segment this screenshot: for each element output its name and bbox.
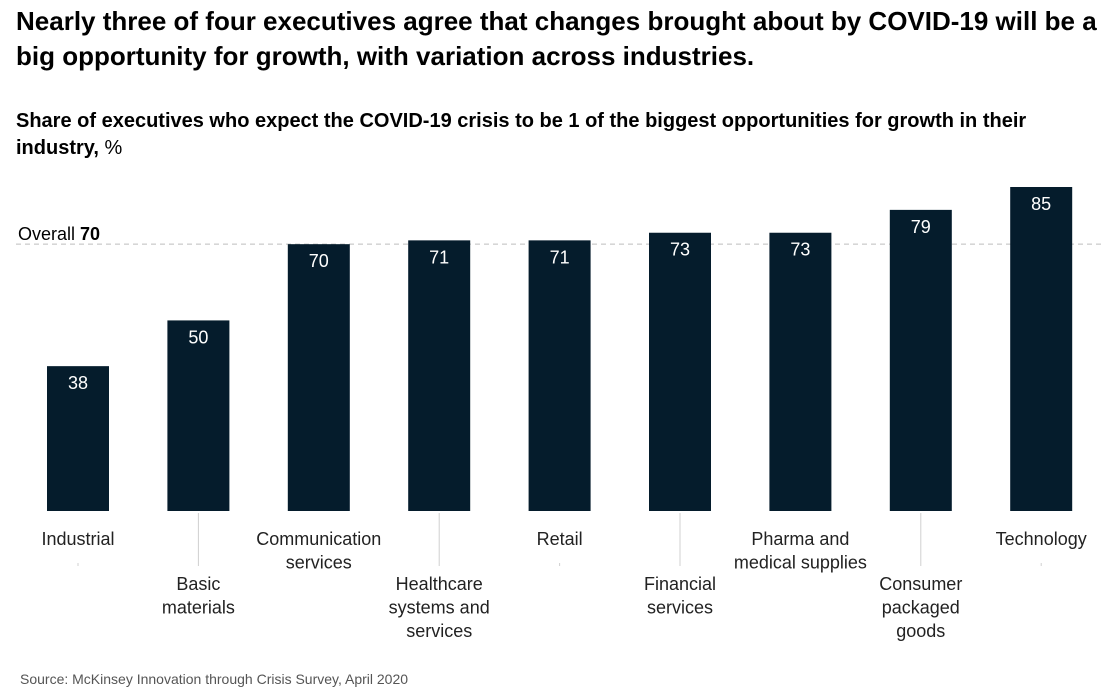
category-label: Healthcare systems and services — [389, 574, 490, 641]
bar — [287, 244, 350, 512]
bar — [769, 232, 832, 511]
category-label: Industrial — [41, 529, 114, 549]
category-label: Basic materials — [162, 574, 235, 618]
source-note: Source: McKinsey Innovation through Cris… — [20, 671, 409, 687]
bar-chart: Overall 70 38 Industrial 50 Basic materials 70… — [16, 187, 1104, 641]
chart-subtitle: Share of executives who expect the COVID… — [16, 108, 1106, 162]
value-label: 73 — [790, 240, 810, 260]
value-label: 70 — [309, 251, 329, 271]
category-label: Communication services — [256, 529, 381, 573]
value-label: 85 — [1031, 194, 1051, 214]
subtitle-text: Share of executives who expect the COVID… — [16, 110, 1027, 159]
chart-title: Nearly three of four executives agree th… — [16, 6, 1097, 71]
bar — [889, 209, 952, 511]
bar — [528, 240, 591, 512]
bar — [47, 366, 109, 511]
bar — [649, 232, 711, 511]
overall-reference-label: Overall 70 — [18, 224, 100, 244]
value-label: 50 — [188, 327, 208, 347]
category-label: Financial services — [644, 574, 716, 618]
category-label: Consumer packaged goods — [879, 574, 962, 641]
value-label: 79 — [911, 217, 931, 237]
category-label: Technology — [996, 529, 1087, 549]
value-label: 38 — [68, 373, 88, 393]
bar — [167, 320, 230, 511]
category-label: Pharma and medical supplies — [734, 529, 867, 573]
value-label: 71 — [550, 247, 570, 267]
value-label: 73 — [670, 240, 690, 260]
subtitle-unit: % — [98, 137, 123, 159]
bar — [1010, 187, 1073, 511]
bar — [408, 240, 471, 512]
value-label: 71 — [429, 247, 449, 267]
category-label: Retail — [537, 529, 583, 549]
